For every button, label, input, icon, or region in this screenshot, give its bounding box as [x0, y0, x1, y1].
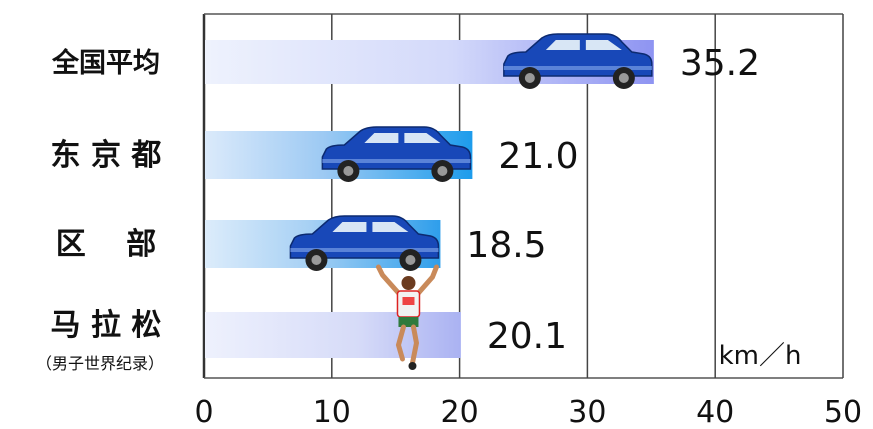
- runner-icon: [375, 264, 439, 370]
- x-axis-ticks: 0 10 20 30 40 50: [194, 395, 862, 429]
- bar-3: [205, 312, 461, 358]
- category-label-2: 区 部: [56, 227, 156, 262]
- car-icon: [321, 126, 472, 182]
- x-tick-label-30: 30: [568, 395, 606, 429]
- value-label-2: 18.5: [466, 225, 546, 266]
- bars: [205, 33, 654, 370]
- value-label-0: 35.2: [680, 43, 760, 84]
- car-icon: [503, 33, 653, 89]
- x-tick-label-50: 50: [824, 395, 862, 429]
- car-icon: [289, 215, 440, 271]
- category-label-3: 马 拉 松: [51, 308, 162, 343]
- category-sublabel-3: （男子世界纪录）: [36, 354, 164, 373]
- value-label-1: 21.0: [498, 136, 578, 177]
- category-label-0: 全国平均: [51, 47, 160, 79]
- unit-label: km／h: [719, 341, 802, 371]
- value-labels: 35.2 21.0 18.5 20.1: [466, 43, 760, 357]
- x-tick-label-40: 40: [696, 395, 734, 429]
- x-tick-label-0: 0: [194, 395, 213, 429]
- plot-area: [202, 13, 844, 379]
- x-tick-label-10: 10: [313, 395, 351, 429]
- x-tick-label-20: 20: [441, 395, 479, 429]
- category-label-1: 东 京 都: [51, 138, 162, 173]
- value-label-3: 20.1: [487, 316, 567, 357]
